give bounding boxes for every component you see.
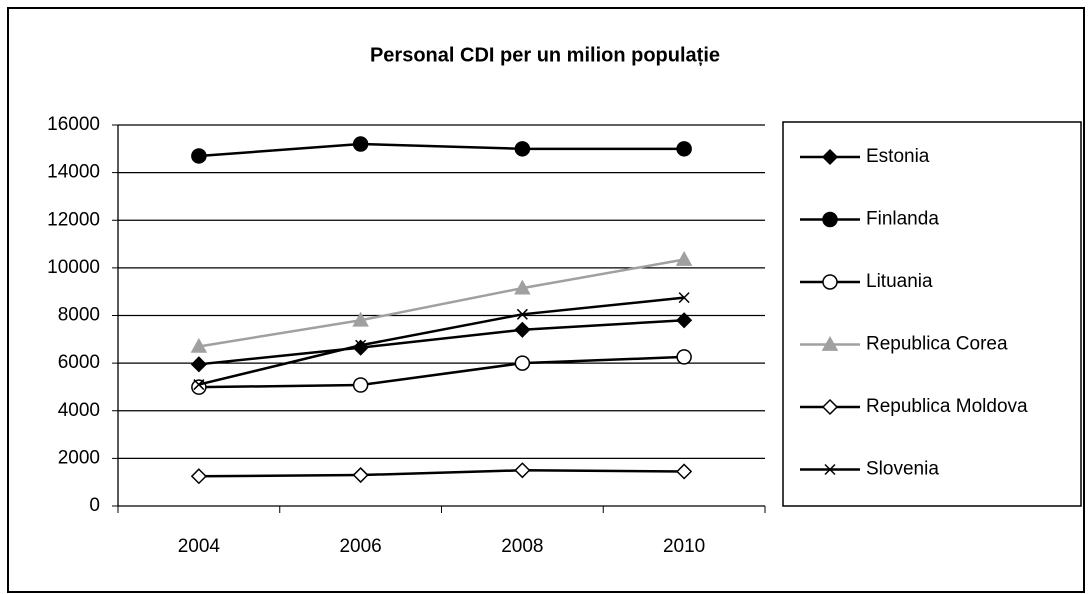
series-line (198, 296, 685, 386)
y-tick-label: 4000 (58, 400, 100, 421)
marker (675, 250, 693, 266)
legend-label: Estonia (866, 146, 930, 167)
marker (352, 136, 369, 152)
y-tick-label: 12000 (47, 209, 100, 230)
marker (821, 148, 839, 166)
x-tick-label: 2008 (501, 536, 543, 557)
marker (352, 377, 369, 393)
marker (193, 379, 205, 391)
marker (678, 292, 690, 304)
x-tick-label: 2010 (663, 536, 705, 557)
marker (676, 312, 693, 329)
marker (514, 321, 531, 338)
marker (822, 211, 838, 228)
y-tick-label: 2000 (58, 447, 100, 468)
marker (355, 339, 367, 351)
series-line (198, 355, 685, 389)
marker (516, 308, 528, 320)
marker (514, 279, 531, 295)
legend-label: Finlanda (866, 209, 939, 230)
legend-label: Republica Moldova (866, 396, 1028, 417)
legend-label: Lituania (866, 271, 933, 292)
marker (352, 311, 369, 327)
legend-label: Republica Corea (866, 334, 1008, 355)
marker (822, 274, 838, 290)
marker (821, 335, 839, 351)
y-tick-label: 0 (89, 495, 100, 516)
series-line (198, 258, 685, 348)
marker (514, 355, 531, 371)
marker (191, 148, 207, 164)
marker (676, 349, 692, 365)
legend-label: Slovenia (866, 459, 939, 480)
marker (352, 466, 369, 484)
series-line (198, 469, 685, 478)
series-line (198, 142, 685, 158)
series-line (198, 319, 685, 366)
y-tick-label: 16000 (47, 114, 100, 135)
marker (514, 462, 531, 479)
y-tick-label: 8000 (58, 305, 100, 326)
y-tick-label: 10000 (47, 257, 100, 278)
marker (676, 141, 692, 157)
chart-title: Personal CDI per un milion populație (370, 44, 720, 66)
x-tick-label: 2004 (178, 536, 221, 557)
marker (824, 463, 836, 476)
y-tick-label: 14000 (47, 162, 100, 183)
marker (190, 356, 207, 373)
marker (676, 463, 693, 480)
marker (190, 468, 207, 485)
marker (514, 141, 531, 157)
x-tick-label: 2006 (339, 536, 381, 557)
marker (190, 337, 208, 353)
y-tick-label: 6000 (58, 352, 100, 373)
marker (821, 398, 839, 416)
legend-box (782, 121, 1082, 507)
